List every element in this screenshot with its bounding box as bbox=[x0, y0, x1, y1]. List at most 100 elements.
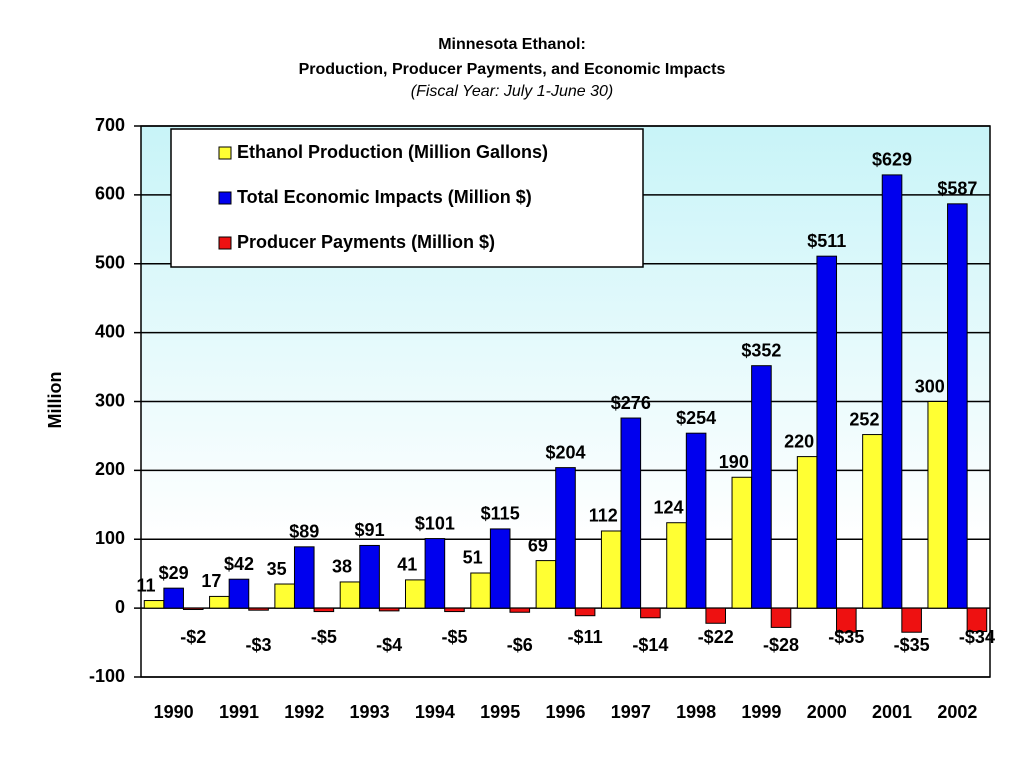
legend-box bbox=[170, 128, 644, 268]
legend-swatch bbox=[218, 191, 232, 205]
data-label: 252 bbox=[849, 409, 879, 429]
bar bbox=[555, 467, 576, 609]
bar bbox=[489, 528, 511, 609]
bar bbox=[535, 560, 557, 609]
data-label: 300 bbox=[915, 376, 945, 396]
y-axis-label: Million bbox=[45, 372, 65, 429]
bar bbox=[685, 432, 707, 609]
data-label: $29 bbox=[159, 563, 189, 583]
legend-label: Producer Payments (Million $) bbox=[237, 232, 495, 252]
data-label: -$5 bbox=[441, 627, 467, 647]
y-tick-label: 200 bbox=[95, 459, 125, 479]
data-label: -$35 bbox=[894, 635, 930, 655]
x-tick-label: 1996 bbox=[545, 702, 585, 722]
y-tick-label: 400 bbox=[95, 321, 125, 341]
data-label: -$4 bbox=[376, 635, 402, 655]
data-label: $352 bbox=[741, 340, 781, 360]
bar bbox=[600, 530, 622, 609]
data-label: 17 bbox=[201, 571, 221, 591]
y-tick-label: 500 bbox=[95, 253, 125, 273]
x-tick-label: 1992 bbox=[284, 702, 324, 722]
data-label: $204 bbox=[545, 442, 585, 462]
bar bbox=[143, 600, 165, 609]
x-tick-label: 1991 bbox=[219, 702, 259, 722]
data-label: 11 bbox=[137, 575, 156, 595]
bar bbox=[901, 607, 922, 633]
x-tick-label: 1993 bbox=[350, 702, 390, 722]
data-label: -$34 bbox=[959, 627, 995, 647]
data-label: $254 bbox=[676, 408, 716, 428]
bar bbox=[751, 365, 772, 609]
data-label: 38 bbox=[332, 557, 352, 577]
bar bbox=[313, 607, 335, 613]
legend-label: Total Economic Impacts (Million $) bbox=[237, 187, 532, 207]
bar bbox=[705, 607, 727, 624]
bar bbox=[927, 401, 949, 609]
bar bbox=[228, 578, 250, 609]
bar bbox=[509, 607, 531, 613]
data-label: $89 bbox=[289, 522, 319, 542]
data-label: $587 bbox=[937, 179, 977, 199]
data-label: -$6 bbox=[507, 635, 533, 655]
y-tick-label: -100 bbox=[89, 666, 125, 686]
x-tick-label: 1990 bbox=[154, 702, 194, 722]
bar bbox=[770, 607, 792, 628]
data-label: -$35 bbox=[828, 627, 864, 647]
data-label: -$2 bbox=[180, 627, 206, 647]
y-tick-label: 700 bbox=[95, 115, 125, 135]
bar bbox=[640, 607, 661, 619]
bar bbox=[209, 595, 230, 609]
data-label: $629 bbox=[872, 150, 912, 170]
bar bbox=[966, 607, 988, 633]
data-label: -$14 bbox=[632, 635, 668, 655]
data-label: $91 bbox=[355, 520, 385, 540]
bar bbox=[574, 607, 596, 617]
bar bbox=[666, 522, 687, 609]
data-label: 69 bbox=[528, 535, 548, 555]
data-label: $276 bbox=[611, 393, 651, 413]
y-tick-label: 600 bbox=[95, 184, 125, 204]
data-label: 220 bbox=[784, 431, 814, 451]
data-label: $511 bbox=[807, 231, 846, 251]
data-label: 35 bbox=[267, 559, 287, 579]
x-tick-label: 1999 bbox=[741, 702, 781, 722]
bar bbox=[163, 587, 184, 609]
bar bbox=[378, 607, 400, 612]
bar bbox=[182, 607, 204, 611]
bar bbox=[359, 544, 380, 609]
data-label: 51 bbox=[463, 548, 483, 568]
x-tick-label: 1994 bbox=[415, 702, 455, 722]
bar bbox=[339, 581, 361, 609]
data-label: 41 bbox=[397, 555, 417, 575]
plot-border bbox=[140, 125, 991, 678]
data-label: $115 bbox=[481, 504, 520, 524]
data-label: 190 bbox=[719, 452, 749, 472]
bar bbox=[796, 456, 818, 609]
bar bbox=[947, 203, 968, 609]
bar bbox=[424, 538, 446, 609]
data-label: -$5 bbox=[311, 627, 337, 647]
bar bbox=[444, 607, 465, 613]
x-tick-label: 2002 bbox=[937, 702, 977, 722]
data-label: -$28 bbox=[763, 635, 799, 655]
chart-title: Minnesota Ethanol: bbox=[438, 36, 586, 53]
data-label: -$3 bbox=[246, 635, 272, 655]
bar bbox=[274, 583, 295, 609]
x-tick-label: 1995 bbox=[480, 702, 520, 722]
x-tick-label: 2001 bbox=[872, 702, 912, 722]
y-tick-label: 0 bbox=[115, 597, 125, 617]
data-label: 124 bbox=[653, 497, 683, 517]
data-label: $101 bbox=[415, 513, 455, 533]
y-tick-label: 100 bbox=[95, 528, 125, 548]
bar bbox=[731, 476, 753, 609]
bar bbox=[881, 174, 903, 609]
bar bbox=[862, 434, 883, 609]
bar bbox=[404, 579, 426, 609]
data-label: -$22 bbox=[698, 627, 734, 647]
data-label: 112 bbox=[589, 506, 618, 526]
chart-subtitle: Production, Producer Payments, and Econo… bbox=[299, 61, 726, 78]
data-label: $42 bbox=[224, 554, 254, 574]
x-tick-label: 1998 bbox=[676, 702, 716, 722]
bar bbox=[248, 607, 269, 611]
